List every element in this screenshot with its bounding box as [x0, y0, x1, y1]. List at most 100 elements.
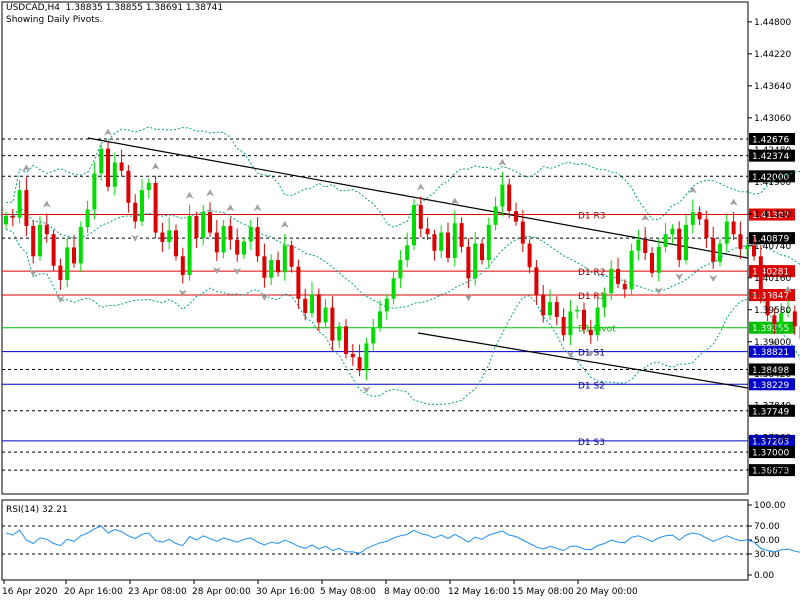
candle-body [235, 239, 240, 255]
candle-body [568, 311, 573, 336]
candle-body [194, 216, 199, 239]
candle-body [371, 327, 376, 344]
rsi-plot-frame [1, 499, 749, 581]
candle-body [31, 225, 36, 257]
candle-body [663, 234, 668, 247]
candle-body [85, 209, 90, 228]
x-tick-label: 28 Apr 00:00 [192, 587, 251, 597]
candle-body [643, 239, 648, 253]
rsi-tick-label: 30.00 [754, 550, 780, 560]
candle-body [405, 245, 410, 261]
candle-body [153, 182, 158, 233]
candle-body [242, 241, 246, 255]
fractal-up-marker [498, 158, 507, 166]
pivot-level-label: D1 S2 [578, 381, 605, 391]
candle-body [609, 268, 614, 294]
candle-body [4, 216, 8, 225]
level-price-box [749, 321, 795, 334]
candle-body [126, 170, 131, 203]
candle-body [303, 298, 308, 314]
level-price-box [749, 345, 795, 358]
rsi-label: RSI(14) 32.21 [6, 505, 68, 515]
candle-body [718, 243, 722, 262]
candle-body [500, 184, 505, 207]
candle-body [378, 311, 382, 328]
candle-body [650, 252, 654, 273]
pivot-level-label: D1 R3 [578, 212, 606, 222]
candle-body [167, 230, 172, 242]
candle-body [779, 313, 784, 325]
candle-body [269, 260, 274, 278]
candle-body [684, 224, 688, 261]
y-tick-label: 1.36680 [754, 466, 791, 476]
rsi-tick-label: 100.00 [754, 501, 786, 511]
x-tick-label: 8 May 00:00 [384, 587, 440, 597]
candle-body [38, 224, 42, 257]
candle-body [616, 268, 620, 284]
candle-body [282, 245, 287, 273]
y-tick-label: 1.41320 [754, 210, 791, 220]
candle-body [575, 309, 580, 312]
candle-body [289, 245, 294, 267]
candle-body [146, 182, 151, 191]
candle-body [765, 294, 770, 316]
candle-body [255, 227, 260, 257]
candle-body [466, 246, 471, 279]
candle-body [10, 216, 15, 218]
candle-body [384, 298, 389, 312]
fractal-down-marker [586, 349, 595, 357]
level-price-box [749, 378, 795, 391]
pivot-level-label: D1 S3 [578, 438, 605, 448]
candle-body [119, 162, 124, 171]
candle-body [534, 267, 539, 295]
fractal-down-marker [566, 351, 575, 359]
level-price-label: 1.38229 [752, 381, 789, 391]
level-price-label: 1.42676 [752, 136, 789, 146]
candle-body [337, 326, 342, 341]
chart-title: USDCAD,H4 1.38835 1.38855 1.38691 1.3874… [6, 3, 224, 13]
rsi-tick-label: 70.00 [754, 522, 780, 532]
candle-body [745, 245, 750, 250]
x-tick-label: 20 May 00:00 [576, 587, 638, 597]
band-outer-line [5, 126, 800, 228]
level-price-box [749, 363, 795, 376]
candle-body [112, 162, 117, 187]
fractal-up-marker [641, 214, 650, 222]
chart-subtitle: Showing Daily Pivots. [6, 15, 103, 25]
x-tick-label: 20 Apr 16:00 [64, 587, 123, 597]
candle-body [418, 204, 423, 229]
candle-body [214, 232, 219, 253]
candle-body [262, 256, 267, 278]
rsi-tick-label: 0.00 [754, 571, 774, 581]
candle-body [636, 239, 641, 251]
fractal-down-marker [56, 295, 65, 303]
fractal-down-marker [212, 266, 221, 274]
fractal-up-marker [253, 204, 262, 212]
candle-body [106, 148, 110, 187]
candle-body [439, 232, 444, 251]
candle-body [541, 294, 546, 316]
fractal-down-marker [675, 273, 684, 281]
candle-body [180, 256, 185, 276]
y-tick-label: 1.41900 [754, 178, 791, 188]
candle-body [548, 302, 552, 316]
candle-body [459, 223, 464, 247]
pivot-level-label: D1 R2 [578, 268, 606, 278]
fractal-up-marker [22, 164, 31, 172]
candle-body [704, 219, 709, 239]
candle-body [24, 190, 29, 226]
level-price-label: 1.38821 [752, 348, 789, 358]
candle-body [588, 329, 593, 336]
y-tick-label: 1.43060 [754, 114, 791, 124]
fractal-down-marker [233, 267, 242, 275]
level-price-box [749, 404, 795, 417]
candle-body [412, 204, 416, 246]
candle-body [350, 353, 355, 358]
level-price-label: 1.40879 [752, 235, 789, 245]
candle-body [398, 260, 403, 279]
x-tick-label: 5 May 08:00 [320, 587, 376, 597]
candle-body [527, 243, 532, 268]
lower-trendline [417, 332, 749, 389]
x-tick-label: 16 Apr 2020 [2, 587, 58, 597]
